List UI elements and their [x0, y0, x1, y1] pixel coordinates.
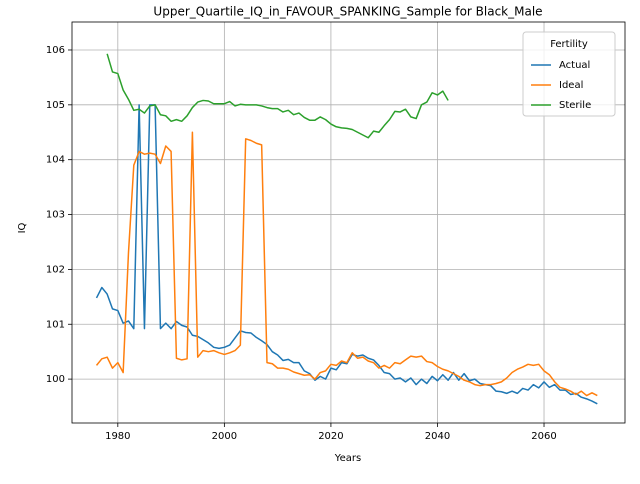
- axes-frame: [71, 21, 626, 424]
- line-series: [106, 53, 449, 139]
- line-series: [95, 104, 598, 405]
- legend: Fertility Actual Ideal Sterile: [522, 31, 616, 117]
- x-tick-label: 2060: [531, 431, 556, 442]
- legend-label: Actual: [559, 60, 590, 71]
- y-tick-label: 103: [46, 210, 65, 221]
- legend-title: Fertility: [550, 39, 588, 50]
- y-tick-label: 100: [46, 374, 65, 385]
- x-tick-label: 2020: [318, 431, 343, 442]
- y-tick-label: 101: [46, 319, 65, 330]
- x-tick-label: 2000: [212, 431, 237, 442]
- x-tick-label: 1980: [105, 431, 130, 442]
- line-series: [95, 131, 598, 397]
- y-tick-label: 102: [46, 264, 65, 275]
- legend-label: Ideal: [559, 80, 583, 91]
- y-axis-label: IQ: [17, 222, 28, 233]
- y-tick-label: 105: [46, 100, 65, 111]
- x-axis-label: Years: [334, 453, 361, 464]
- x-tick-label: 2040: [425, 431, 450, 442]
- y-tick-label: 106: [46, 45, 65, 56]
- legend-box: [522, 31, 616, 117]
- legend-label: Sterile: [559, 100, 591, 111]
- chart-title: Upper_Quartile_IQ_in_FAVOUR_SPANKING_Sam…: [153, 5, 542, 19]
- y-tick-label: 104: [46, 155, 65, 166]
